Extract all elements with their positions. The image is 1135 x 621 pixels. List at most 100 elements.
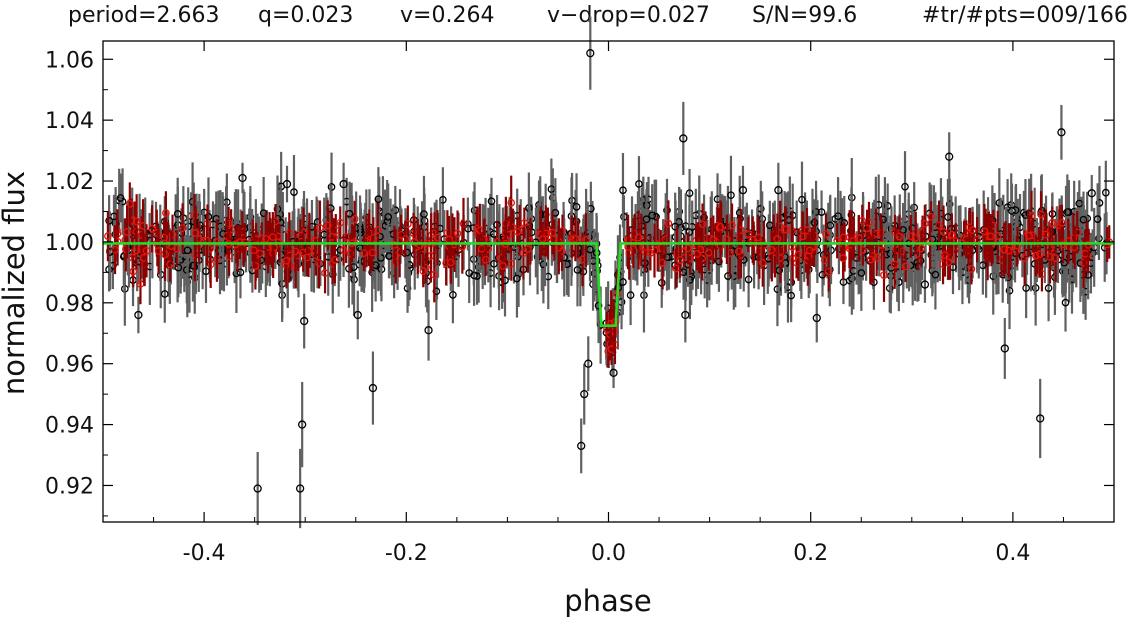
raw-outlier-point: [681, 287, 690, 343]
binned-data-point-marker: [123, 228, 131, 236]
header-q: q=0.023: [258, 3, 353, 28]
raw-outlier-point-marker: [424, 326, 433, 335]
raw-data-point-marker: [513, 274, 521, 283]
raw-data-point-marker: [1095, 199, 1104, 207]
raw-data-point: [663, 223, 671, 291]
binned-data-point-marker: [548, 228, 557, 237]
raw-outlier-point-marker: [738, 186, 748, 195]
binned-data-point: [935, 200, 943, 251]
raw-data-point-marker: [539, 260, 548, 269]
binned-data-point: [453, 210, 462, 257]
raw-data-point-marker: [663, 206, 671, 215]
binned-data-point: [513, 216, 522, 247]
binned-data-point-marker: [1005, 246, 1013, 255]
raw-data-point-marker: [465, 269, 474, 277]
raw-data-point-marker: [773, 285, 782, 294]
raw-outlier-point-marker: [586, 49, 595, 58]
raw-outlier-point-marker: [368, 383, 378, 393]
raw-data-point-marker: [449, 290, 457, 299]
y-tick-label: 0.92: [45, 474, 94, 499]
raw-data-point: [787, 268, 796, 323]
raw-data-point-marker: [901, 182, 909, 191]
binned-data-point: [303, 238, 311, 277]
raw-data-point-marker: [236, 268, 245, 277]
header-vdrop: v−drop=0.027: [547, 3, 710, 28]
binned-data-point: [507, 175, 516, 230]
raw-data-point: [1061, 273, 1070, 332]
raw-data-point: [189, 229, 197, 302]
x-tick-label: 0.4: [995, 541, 1030, 566]
raw-outlier-point-marker: [774, 186, 783, 195]
binned-data-point: [1084, 228, 1093, 262]
raw-data-point-marker: [420, 210, 428, 218]
binned-data-point: [704, 234, 713, 271]
binned-data-point: [261, 212, 270, 266]
raw-data-point-marker: [490, 259, 498, 268]
raw-outlier-point: [738, 165, 748, 215]
binned-data-point: [895, 214, 904, 259]
binned-data-point-marker: [127, 216, 136, 225]
binned-data-point-marker: [698, 220, 707, 229]
binned-data-point-marker: [794, 250, 803, 259]
raw-outlier-point: [920, 266, 930, 303]
binned-data-point: [416, 224, 424, 266]
binned-data-point-marker: [419, 267, 428, 275]
raw-data-point-marker: [663, 253, 671, 262]
binned-data-point: [459, 197, 468, 250]
binned-data-point: [524, 225, 532, 273]
raw-outlier-point: [1057, 104, 1066, 160]
raw-data-point: [105, 195, 113, 247]
raw-data-point-marker: [1022, 284, 1030, 292]
binned-data-point: [863, 209, 871, 247]
raw-outlier-point: [609, 357, 618, 389]
binned-data-point-marker: [734, 247, 743, 256]
raw-data-point-marker: [883, 202, 892, 210]
binned-data-point-marker: [374, 226, 382, 234]
raw-data-point-marker: [105, 216, 113, 225]
raw-data-point-marker: [671, 222, 680, 231]
raw-outlier-point: [298, 381, 307, 468]
binned-data-point-marker: [249, 246, 258, 254]
binned-data-point: [160, 218, 168, 257]
binned-data-point: [880, 248, 888, 302]
binned-data-point: [634, 210, 643, 265]
raw-data-point: [1008, 183, 1016, 239]
raw-outlier-point: [945, 132, 954, 182]
binned-data-point: [664, 200, 673, 247]
raw-data-point: [901, 151, 909, 223]
raw-outlier-point-marker: [1000, 344, 1009, 353]
binned-data-point: [339, 234, 348, 266]
binned-data-point-marker: [524, 245, 532, 253]
x-axis-title: phase: [564, 584, 652, 618]
binned-data-point-marker: [447, 258, 455, 267]
raw-outlier-point: [586, 16, 595, 90]
binned-data-point: [676, 242, 685, 278]
binned-data-point-marker: [716, 222, 725, 231]
raw-data-point-marker: [724, 272, 732, 280]
raw-data-point-marker: [174, 263, 183, 272]
raw-data-point-marker: [594, 301, 603, 310]
raw-outlier-point: [300, 293, 309, 349]
y-tick-label: 1.06: [45, 48, 94, 73]
binned-data-point: [948, 213, 956, 257]
binned-data-point-marker: [935, 221, 943, 230]
binned-data-point: [507, 246, 516, 281]
binned-data-point-marker: [890, 260, 899, 269]
binned-data-point: [519, 226, 528, 280]
binned-data-point-marker: [168, 230, 177, 239]
raw-data-point-marker: [685, 228, 694, 236]
binned-data-point-marker: [360, 249, 368, 257]
binned-data-point: [1058, 204, 1066, 242]
binned-data-point: [1041, 209, 1050, 260]
raw-data-point-marker: [573, 266, 582, 274]
raw-outlier-point: [580, 363, 589, 425]
raw-data-point: [572, 173, 581, 241]
raw-outlier-point: [1000, 318, 1009, 379]
raw-data-point-marker: [160, 290, 169, 298]
raw-data-point-marker: [189, 261, 197, 270]
binned-data-point-marker: [368, 248, 377, 257]
raw-data-point-marker: [812, 208, 820, 216]
binned-data-point-marker: [948, 230, 956, 239]
raw-data-point-marker: [619, 186, 627, 195]
